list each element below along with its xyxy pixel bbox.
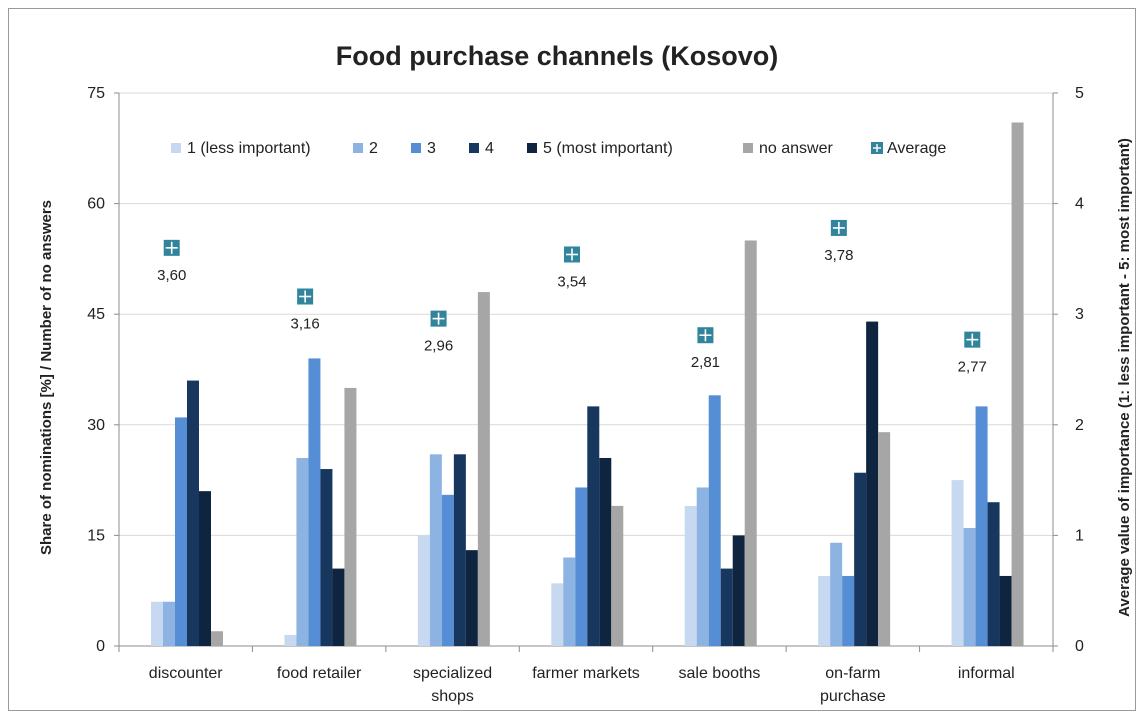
bar [163,601,175,646]
bar [708,395,721,646]
bar [744,240,757,646]
y-left-axis-title: Share of nominations [%] / Number of no … [38,200,55,555]
average-label: 3,16 [291,316,320,333]
bar [199,491,211,646]
bar [575,487,588,646]
y-right-tick-label: 2 [1075,417,1084,434]
category-label: specialized [413,665,492,682]
bar [720,568,733,646]
category-label: shops [431,688,474,705]
legend-label: 5 (most important) [543,140,673,157]
chart-svg: Food purchase channels (Kosovo) 3,60 3,16… [38,41,1133,705]
category-label: informal [958,665,1015,682]
category-label: farmer markets [532,665,640,682]
bar [465,550,478,646]
bar [878,432,891,646]
average-label: 2,81 [691,354,720,371]
bar [684,505,697,646]
y-left-tick-label: 30 [87,417,105,434]
legend-swatch [171,143,181,153]
y-right-tick-label: 3 [1075,306,1084,323]
bar [611,505,624,646]
bar [332,568,345,646]
bar [551,583,564,646]
average-label: 2,96 [424,338,453,355]
y-left-tick-label: 15 [87,527,105,544]
bar [830,542,843,646]
y-right-tick-label: 0 [1075,638,1084,655]
category-label: discounter [149,665,223,682]
bar [320,469,333,646]
bar [453,454,466,646]
bar [987,502,1000,646]
y-right-axis-title: Average value of importance (1: less imp… [1116,138,1133,617]
bar [151,601,163,646]
bar [866,321,879,646]
legend: 1 (less important) 2 3 4 5 (most important) n… [171,140,946,157]
y-right-tick-label: 1 [1075,527,1084,544]
legend-swatch [411,143,421,153]
bar [587,406,600,646]
legend-swatch [743,143,753,153]
chart-title: Food purchase channels (Kosovo) [336,41,779,71]
legend-swatch [527,143,537,153]
bar [284,634,297,646]
average-label: 3,54 [557,273,586,290]
average-label: 3,60 [157,267,186,284]
category-label: food retailer [277,665,362,682]
bar [429,454,442,646]
category-label: purchase [820,688,886,705]
bar [963,528,976,646]
legend-label: 2 [369,140,378,157]
average-markers: 3,60 3,16 2,96 3,54 2,81 3,78 2,77 [157,219,987,376]
bar [175,417,187,646]
bar [1011,122,1024,646]
legend-swatch [353,143,363,153]
bar [477,292,490,646]
legend-label: 1 (less important) [187,140,311,157]
bar [211,631,223,646]
bar [308,358,321,646]
bar [599,457,612,646]
bars [151,122,1024,646]
bar [563,557,576,646]
average-label: 3,78 [824,247,853,264]
legend-swatch [469,143,479,153]
bar [999,575,1012,646]
y-left-tick-label: 60 [87,196,105,213]
legend-label: 4 [485,140,494,157]
y-left-tick-label: 0 [96,638,105,655]
bar [296,457,309,646]
bar [854,472,867,646]
y-left-tick-label: 75 [87,85,105,102]
y-right-tick-label: 5 [1075,85,1084,102]
legend-label: no answer [759,140,833,157]
bar [842,575,855,646]
bar [818,575,831,646]
bar [696,487,709,646]
average-label: 2,77 [958,359,987,376]
legend-label: Average [887,140,946,157]
legend-label: 3 [427,140,436,157]
bar [975,406,988,646]
gridlines [119,92,1053,647]
y-left-tick-label: 45 [87,306,105,323]
bar [732,535,745,646]
chart-frame: Food purchase channels (Kosovo) 3,60 3,16… [8,8,1136,711]
bar [951,480,964,646]
y-right-tick-label: 4 [1075,196,1084,213]
bar [344,387,357,646]
bar [417,535,430,646]
bar [187,380,199,646]
category-label: on-farm [825,665,880,682]
category-label: sale booths [679,665,761,682]
bar [441,494,454,646]
